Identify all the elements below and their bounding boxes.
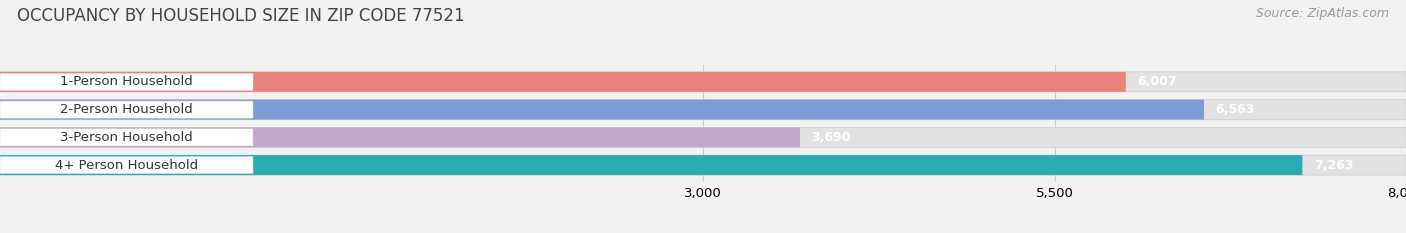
FancyBboxPatch shape bbox=[0, 157, 253, 174]
FancyBboxPatch shape bbox=[0, 127, 1406, 147]
Text: 3,690: 3,690 bbox=[811, 131, 851, 144]
Text: Source: ZipAtlas.com: Source: ZipAtlas.com bbox=[1256, 7, 1389, 20]
FancyBboxPatch shape bbox=[0, 127, 800, 147]
FancyBboxPatch shape bbox=[0, 101, 253, 118]
Text: 7,263: 7,263 bbox=[1313, 159, 1353, 171]
FancyBboxPatch shape bbox=[0, 129, 253, 146]
Text: OCCUPANCY BY HOUSEHOLD SIZE IN ZIP CODE 77521: OCCUPANCY BY HOUSEHOLD SIZE IN ZIP CODE … bbox=[17, 7, 464, 25]
Text: 6,563: 6,563 bbox=[1215, 103, 1254, 116]
Text: 6,007: 6,007 bbox=[1137, 75, 1177, 88]
Text: 2-Person Household: 2-Person Household bbox=[60, 103, 193, 116]
FancyBboxPatch shape bbox=[0, 72, 1126, 92]
FancyBboxPatch shape bbox=[0, 155, 1406, 175]
FancyBboxPatch shape bbox=[0, 100, 1406, 120]
Text: 4+ Person Household: 4+ Person Household bbox=[55, 159, 198, 171]
FancyBboxPatch shape bbox=[0, 73, 253, 90]
Text: 1-Person Household: 1-Person Household bbox=[60, 75, 193, 88]
FancyBboxPatch shape bbox=[0, 155, 1302, 175]
Text: 3-Person Household: 3-Person Household bbox=[60, 131, 193, 144]
FancyBboxPatch shape bbox=[0, 72, 1406, 92]
FancyBboxPatch shape bbox=[0, 100, 1204, 120]
